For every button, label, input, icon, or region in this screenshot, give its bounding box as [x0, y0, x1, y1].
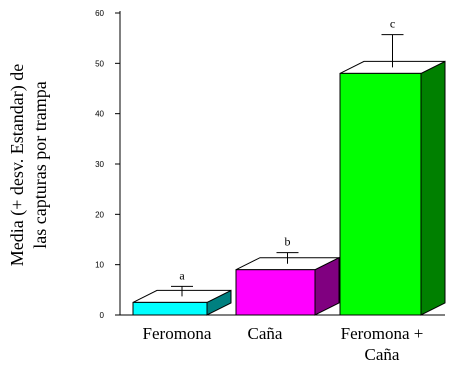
y-axis-label: Media (+ desv. Estandar) de [7, 64, 28, 266]
bar-group [132, 285, 232, 316]
y-tick-label: 30 [95, 160, 104, 169]
labels: a b c Feromona Caña Feromona + Caña [143, 17, 424, 364]
y-tick-label: 40 [95, 110, 104, 119]
x-category-label: Feromona + [341, 324, 424, 343]
y-tick-label: 50 [95, 59, 104, 68]
y-axis-label: las capturas por trampa [30, 81, 50, 248]
y-tick-label: 60 [95, 9, 104, 18]
significance-label: c [390, 17, 395, 31]
bar-side [420, 60, 446, 316]
y-tick-label: 0 [100, 311, 105, 320]
x-category-label: Caña [365, 345, 400, 364]
bar-group [339, 34, 446, 316]
x-category-label: Feromona [143, 324, 212, 343]
bar [235, 269, 316, 316]
y-axis-title: Media (+ desv. Estandar) de las capturas … [7, 64, 50, 266]
bar [132, 301, 208, 316]
y-tick-label: 20 [95, 210, 104, 219]
significance-label: b [285, 235, 291, 249]
significance-label: a [179, 268, 185, 282]
y-tick-label: 10 [95, 261, 104, 270]
bar [339, 72, 422, 316]
x-category-label: Caña [248, 324, 283, 343]
bars [132, 34, 446, 316]
bar-group [235, 252, 340, 316]
